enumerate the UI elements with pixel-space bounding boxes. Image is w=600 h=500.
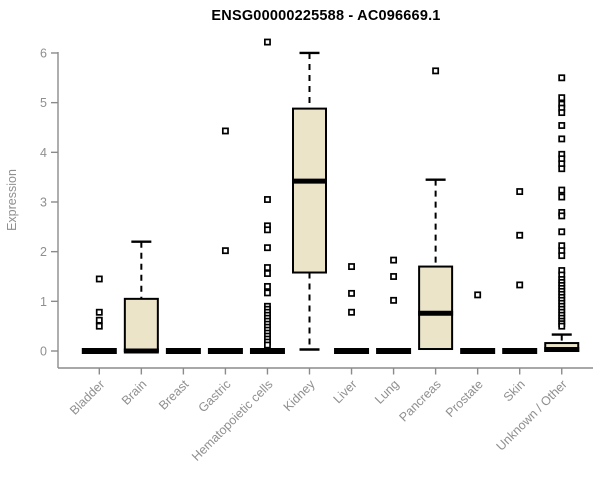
y-tick-label: 6 [40, 46, 47, 60]
x-tick-label: Pancreas [396, 377, 443, 424]
x-tick-label: Unknown / Other [494, 377, 570, 453]
outlier-point [95, 275, 103, 283]
x-tick-label: Prostate [443, 377, 486, 420]
collapsed-box [334, 348, 370, 354]
outlier-point [95, 308, 103, 316]
y-tick-label: 0 [40, 345, 47, 359]
outlier-point [516, 231, 524, 239]
outlier-point [558, 135, 566, 143]
outlier-point [558, 109, 566, 117]
chart-title: ENSG00000225588 - AC096669.1 [211, 8, 441, 24]
x-tick-label: Kidney [281, 377, 318, 414]
outlier-point [348, 289, 355, 297]
outlier-point [264, 226, 271, 234]
outlier-point [432, 67, 440, 75]
outlier-point [558, 74, 566, 82]
outlier-point [558, 122, 566, 129]
collapsed-box [502, 348, 538, 354]
outlier-point [390, 296, 398, 304]
outlier-point [95, 316, 103, 324]
outlier-point [264, 264, 271, 272]
y-tick-label: 3 [40, 195, 47, 209]
outlier-point [516, 281, 524, 289]
outlier-point [264, 341, 271, 349]
y-tick-label: 5 [40, 96, 47, 110]
outlier-point [221, 127, 229, 135]
y-tick-label: 4 [40, 146, 47, 160]
x-tick-label: Skin [501, 377, 528, 404]
outlier-point [390, 273, 398, 280]
outlier-point [348, 263, 355, 271]
x-tick-label: Breast [156, 377, 192, 413]
outlier-point [264, 38, 271, 46]
collapsed-box [81, 348, 117, 354]
outlier-point [264, 289, 271, 297]
box [123, 297, 159, 352]
x-tick-label: Gastric [196, 377, 234, 415]
collapsed-box [460, 348, 496, 354]
outlier-point [221, 247, 229, 255]
outlier-point [264, 196, 271, 203]
collapsed-box [165, 348, 201, 354]
collapsed-box [249, 348, 285, 354]
outlier-point [558, 165, 566, 173]
outlier-point [558, 193, 566, 201]
outlier-point [264, 244, 271, 252]
x-tick-label: Hematopoietic cells [189, 377, 276, 464]
y-tick-label: 2 [40, 245, 47, 259]
median-line [292, 178, 327, 184]
outlier-point [558, 252, 566, 260]
outlier-point [516, 188, 524, 196]
outlier-point [558, 186, 566, 194]
outlier-point [95, 322, 103, 330]
collapsed-box [207, 348, 243, 354]
median-line [418, 310, 454, 316]
outlier-point [264, 270, 271, 277]
median-line [123, 348, 159, 354]
box [418, 265, 454, 351]
outlier-point [558, 94, 566, 102]
collapsed-box [376, 348, 412, 354]
outlier-point [558, 228, 566, 236]
median-line [544, 347, 580, 353]
outlier-point [558, 212, 566, 220]
outlier-point [558, 322, 566, 330]
x-tick-label: Lung [372, 377, 402, 407]
box [292, 107, 327, 274]
outlier-point [390, 256, 398, 264]
outlier-point [264, 282, 271, 290]
outlier-point [348, 308, 355, 316]
x-tick-label: Brain [119, 377, 150, 408]
y-tick-label: 1 [40, 295, 47, 309]
outlier-point [474, 291, 482, 299]
x-tick-label: Liver [331, 377, 360, 406]
x-tick-label: Bladder [67, 377, 107, 417]
